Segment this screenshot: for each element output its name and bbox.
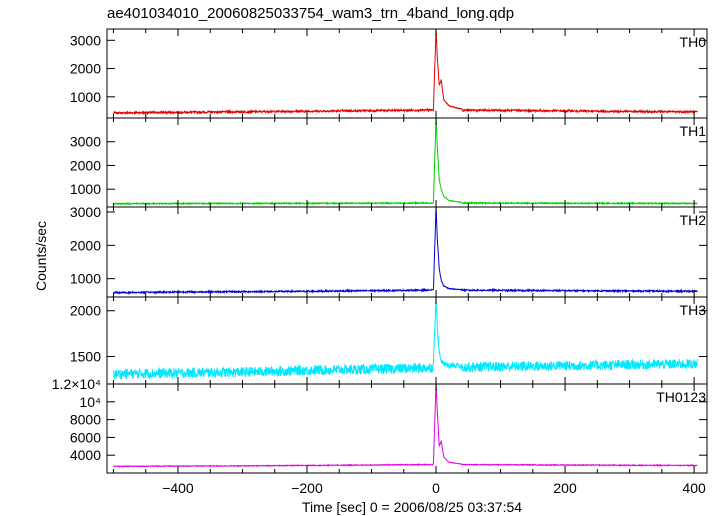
x-tick-label: 200 bbox=[553, 480, 577, 496]
panel-label: TH0123 bbox=[656, 389, 706, 405]
series-line-th2 bbox=[113, 207, 698, 296]
panel-th0: 1000 2000 3000 TH0 bbox=[70, 28, 708, 119]
panel-th2: 1000 2000 3000 TH2 bbox=[70, 204, 708, 298]
y-tick-label: 4000 bbox=[70, 447, 101, 463]
y-tick-label: 2000 bbox=[70, 237, 101, 253]
y-tick-label: 1000 bbox=[70, 181, 101, 197]
y-tick-label: 2000 bbox=[70, 61, 101, 77]
y-tick-label: 10⁴ bbox=[79, 394, 101, 410]
series-line-th0123 bbox=[113, 384, 698, 468]
panel-label: TH1 bbox=[680, 123, 707, 139]
panel-label: TH0 bbox=[680, 34, 707, 50]
panel-th1: 1000 2000 3000 TH1 bbox=[70, 117, 708, 208]
y-tick-label: 1000 bbox=[70, 271, 101, 287]
y-tick-label: 1000 bbox=[70, 89, 101, 105]
y-tick-label: 8000 bbox=[70, 412, 101, 428]
panel-th3: 1500 2000 TH3 bbox=[70, 296, 708, 385]
y-tick-label: 6000 bbox=[70, 429, 101, 445]
x-tick-label: −200 bbox=[291, 480, 323, 496]
series-line-th3 bbox=[113, 297, 698, 381]
panel-frame bbox=[106, 206, 708, 298]
panel-frame bbox=[106, 28, 708, 119]
panel-frame bbox=[106, 383, 708, 474]
series-line-th0 bbox=[113, 29, 698, 116]
x-axis-title: Time [sec] 0 = 2006/08/25 03:37:54 bbox=[302, 499, 522, 515]
x-tick-label: 0 bbox=[432, 480, 440, 496]
y-axis-title: Counts/sec bbox=[33, 221, 49, 291]
x-tick-label: 400 bbox=[682, 480, 706, 496]
panels: 1000 2000 3000 TH0 1000 2000 3000 TH1 1000 2000 30… bbox=[52, 28, 708, 474]
panel-label: TH3 bbox=[680, 302, 707, 318]
panel-label: TH2 bbox=[680, 212, 707, 228]
series-line-th1 bbox=[113, 118, 698, 206]
x-tick-label: −400 bbox=[162, 480, 194, 496]
y-tick-label: 3000 bbox=[70, 134, 101, 150]
chart-title: ae401034010_20060825033754_wam3_trn_4ban… bbox=[107, 5, 514, 22]
panel-frame bbox=[106, 117, 708, 208]
y-tick-label: 2000 bbox=[70, 157, 101, 173]
y-tick-label: 1.2×10⁴ bbox=[52, 376, 101, 392]
y-tick-label: 2000 bbox=[70, 303, 101, 319]
y-tick-label: 1500 bbox=[70, 349, 101, 365]
y-tick-label: 3000 bbox=[70, 32, 101, 48]
x-axis: −400 −200 0 200 400 bbox=[162, 480, 706, 496]
y-tick-label: 3000 bbox=[70, 204, 101, 220]
